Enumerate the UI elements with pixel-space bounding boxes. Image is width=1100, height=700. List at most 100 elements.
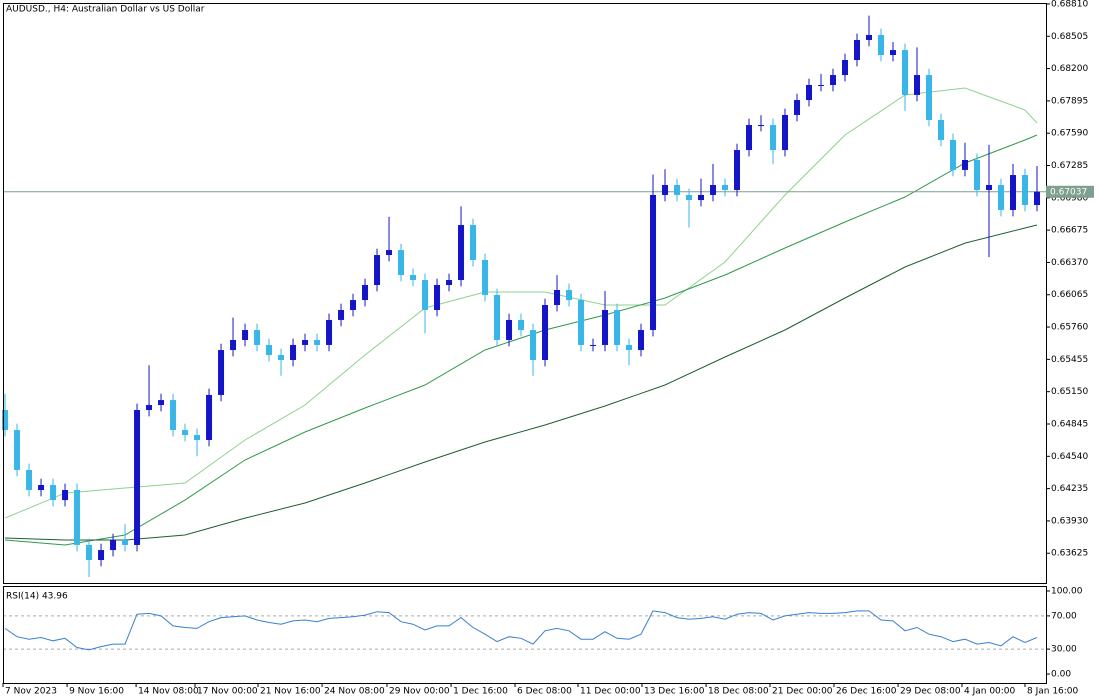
y-tick-label: 0.66370 <box>1051 258 1088 268</box>
price-pane-frame <box>3 3 1047 584</box>
candle-body <box>710 184 717 195</box>
candle-body <box>134 410 141 545</box>
candle-body <box>770 125 777 151</box>
rsi-pane <box>3 610 1046 651</box>
candle-body <box>254 330 261 345</box>
rsi-line <box>4 610 1038 651</box>
y-tick-label: 0.68200 <box>1051 64 1088 74</box>
x-tick-label: 9 Nov 16:00 <box>69 687 124 697</box>
rsi-title: RSI(14) 43.96 <box>6 592 68 602</box>
y-tick-label: 0.63930 <box>1051 516 1088 526</box>
candle-body <box>818 84 825 86</box>
x-tick-label: 8 Jan 16:00 <box>1027 687 1079 697</box>
candle-body <box>842 59 849 76</box>
candle-body <box>362 285 369 301</box>
candle-body <box>38 485 45 490</box>
candle-body <box>386 250 393 256</box>
candle-body <box>938 119 945 140</box>
candle-body <box>830 75 837 85</box>
candle-body <box>158 400 165 406</box>
candle-body <box>62 489 69 501</box>
x-tick-label: 1 Dec 16:00 <box>453 687 508 697</box>
candle-body <box>686 194 693 201</box>
candle-body <box>434 285 441 311</box>
candle-body <box>578 300 585 345</box>
candle-body <box>758 125 765 127</box>
y-tick-label: 0.64235 <box>1051 484 1088 494</box>
candle-body <box>194 435 201 440</box>
y-tick-label: 0.66675 <box>1051 226 1088 236</box>
candle-body <box>86 544 93 561</box>
candle-body <box>554 289 561 306</box>
candle-body <box>1010 175 1017 210</box>
candle-body <box>542 305 549 361</box>
candle-body <box>110 539 117 551</box>
price-pane <box>2 15 1046 578</box>
candle-body <box>746 125 753 151</box>
candle-body <box>290 344 297 361</box>
candle-body <box>470 225 477 261</box>
x-tick-label: 4 Jan 00:00 <box>964 687 1016 697</box>
candle-body <box>734 150 741 190</box>
x-tick-label: 6 Dec 08:00 <box>517 687 572 697</box>
candle-body <box>122 539 129 545</box>
candle-body <box>26 469 33 490</box>
x-tick-label: 14 Nov 08:00 <box>138 687 199 697</box>
candle-body <box>950 139 957 170</box>
x-tick-label: 29 Nov 00:00 <box>389 687 450 697</box>
x-tick-label: 13 Dec 16:00 <box>644 687 705 697</box>
candle-body <box>794 100 801 115</box>
y-tick-label: 0.67590 <box>1051 129 1088 139</box>
candle-body <box>674 184 681 195</box>
chart-title: AUDUSD., H4: Australian Dollar vs US Dol… <box>6 5 205 15</box>
x-tick-label: 21 Dec 00:00 <box>772 687 833 697</box>
y-tick-label: 70.00 <box>1051 611 1077 621</box>
candle-body <box>374 255 381 286</box>
candle-body <box>446 280 453 286</box>
y-tick-label: 0.64540 <box>1051 452 1088 462</box>
candle-body <box>50 485 57 501</box>
candle-body <box>302 339 309 345</box>
candle-body <box>494 294 501 340</box>
candle-body <box>962 159 969 170</box>
x-tick-label: 26 Dec 16:00 <box>836 687 897 697</box>
candle-body <box>998 184 1005 210</box>
candle-body <box>326 319 333 345</box>
candle-body <box>530 330 537 361</box>
candle-body <box>986 184 993 190</box>
y-tick-label: 0.63625 <box>1051 549 1088 559</box>
x-tick-label: 7 Nov 2023 <box>5 687 57 697</box>
candle-body <box>806 84 813 101</box>
current-price-box <box>1046 185 1094 198</box>
candle-body <box>926 75 933 120</box>
candle-body <box>782 114 789 151</box>
x-tick-label: 29 Dec 08:00 <box>900 687 961 697</box>
candle-body <box>1022 175 1029 206</box>
x-tick-label: 24 Nov 08:00 <box>324 687 385 697</box>
candle-body <box>914 75 921 95</box>
candle-body <box>890 50 897 56</box>
candle-body <box>902 50 909 95</box>
rsi-pane-frame <box>3 586 1047 684</box>
candle-body <box>98 550 105 561</box>
y-tick-label: 0.65150 <box>1051 387 1088 397</box>
y-tick-label: 0.65760 <box>1051 323 1088 333</box>
candle-body <box>614 310 621 345</box>
x-tick-label: 18 Dec 08:00 <box>708 687 769 697</box>
candle-body <box>266 344 273 356</box>
y-tick-label: 0.67895 <box>1051 96 1088 106</box>
candle-body <box>314 339 321 345</box>
candle-body <box>974 159 981 190</box>
y-tick-label: 0.68505 <box>1051 32 1088 42</box>
candle-body <box>482 260 489 295</box>
y-tick-label: 0.64845 <box>1051 419 1088 429</box>
y-tick-label: 0.00 <box>1051 670 1071 680</box>
candle-body <box>878 34 885 56</box>
candle-body <box>590 344 597 346</box>
candle-body <box>278 355 285 361</box>
x-tick-label: 11 Dec 00:00 <box>580 687 641 697</box>
candle-body <box>2 410 9 431</box>
candle-body <box>662 184 669 195</box>
